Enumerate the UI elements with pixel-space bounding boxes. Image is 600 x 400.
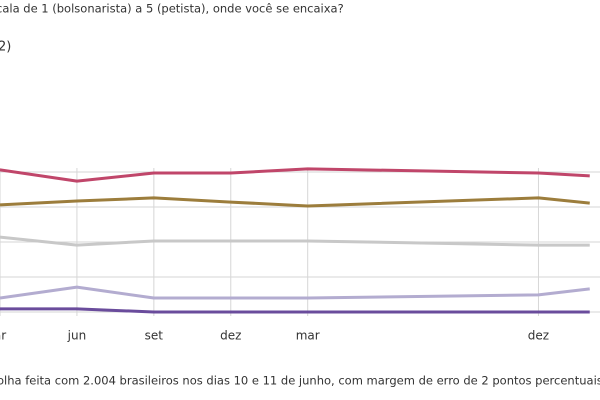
x-tick-label: ar xyxy=(0,329,6,343)
x-tick-label: mar xyxy=(296,329,320,343)
footnote: olha feita com 2.004 brasileiros nos dia… xyxy=(0,374,600,388)
chart-subtitle: 2) xyxy=(0,40,11,55)
series-line xyxy=(0,235,590,247)
series-line xyxy=(0,285,590,300)
chart-title: cala de 1 (bolsonarista) a 5 (petista), … xyxy=(0,2,344,16)
x-tick-label: dez xyxy=(220,329,241,343)
x-tick-label: dez xyxy=(528,329,549,343)
x-tick-label: jun xyxy=(67,329,87,343)
x-tick-label: set xyxy=(145,329,164,343)
series-line xyxy=(0,167,590,183)
series-line xyxy=(0,196,590,208)
series-line xyxy=(0,307,590,314)
